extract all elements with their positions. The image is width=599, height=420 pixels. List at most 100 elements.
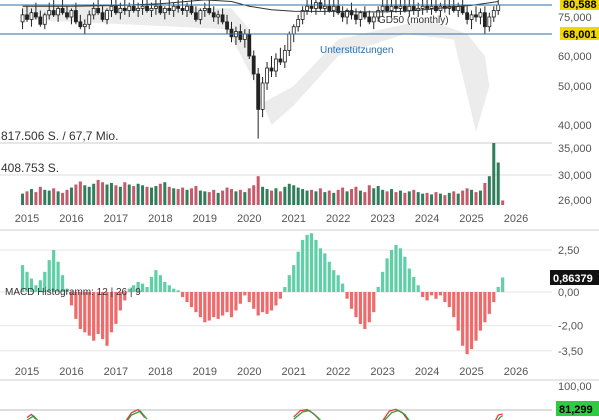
volume-bar [96,179,100,205]
macd-bar [367,292,371,323]
volume-bar [434,192,438,205]
oscillator-line-red [495,413,503,420]
macd-bar [323,253,327,292]
volume-bar [274,188,278,205]
volume-bar [43,189,47,205]
candle [309,0,314,13]
volume-bar [465,188,469,205]
macd-title: MACD Histogramm: 12 | 26 | 9 [5,287,141,298]
candle-body [149,8,154,11]
candle-body [420,5,425,9]
macd-bar [234,292,238,311]
volume-bar [407,191,411,205]
candle-body [122,8,127,11]
candle [154,0,158,15]
gd50-line [22,0,499,13]
volume-bar [287,183,291,205]
volume-bar [492,143,496,205]
volume-bar [207,192,211,205]
volume-x-tick: 2020 [237,213,261,225]
volume-bar [278,191,282,205]
candle-body [278,58,283,63]
candle-body [247,33,252,57]
volume-bar [336,189,340,205]
volume-bar [181,187,185,205]
candle-body [336,5,341,14]
volume-bar [154,186,158,205]
volume-bar [461,190,465,205]
volume-bar [403,192,407,205]
candle-body [394,5,398,9]
macd-bar [318,248,322,292]
volume-bar [78,181,82,205]
volume-bar [390,189,394,205]
candle [411,0,416,15]
candle-body [202,8,207,11]
candle-body [242,33,247,40]
candle-body [167,8,172,11]
macd-bar [38,280,42,292]
macd-bar [425,292,429,301]
volume-bar [56,191,60,205]
candle-body [38,16,43,25]
candle-body [309,5,314,9]
volume-bar [372,188,376,205]
candle-body [180,8,185,11]
volume-bar [256,176,260,205]
volume-bar [52,188,56,205]
candle [216,10,221,25]
candle-body [189,5,194,14]
volume-bar [87,186,91,205]
macd-bar [154,270,158,292]
candle-body [349,10,354,16]
volume-bar [163,182,167,205]
candle [20,8,25,30]
macd-x-tick: 2019 [193,366,217,378]
candle [429,0,434,15]
macd-bar [78,292,82,329]
current-price-tag-text: 80,588 [563,0,597,11]
macd-bar [96,292,100,334]
candle-body [229,28,234,38]
macd-bar [189,292,194,308]
macd-bar [229,292,234,318]
oscillator-value-tag [556,401,599,416]
volume-x-tick: 2017 [104,213,128,225]
candle [331,0,336,17]
price-panel: GD50 (monthly) Unterstützungen 75,000 60,… [0,0,599,139]
support-price-tag-text: 68,001 [563,29,597,41]
candle [29,8,34,27]
macd-bar [149,276,154,292]
volume-bar [416,192,420,205]
volume-bar [483,183,487,205]
volume-y-tick: 30,000 [558,170,592,182]
macd-bar [247,292,251,303]
candle [358,10,363,27]
candle [300,6,305,25]
candle [425,0,429,13]
oscillator-panel: 100,00 81,299 [0,379,599,420]
candle [274,53,278,77]
macd-bar [269,292,274,311]
candle [296,14,301,32]
volume-x-tick: 2024 [415,213,439,225]
macd-x-tick: 2020 [237,366,261,378]
macd-bar [496,286,500,292]
candle-body [269,67,274,72]
candle-body [376,10,381,18]
macd-bar [136,281,140,292]
volume-bar [105,184,109,205]
oscillator-line-green [126,410,148,420]
volume-bar [118,186,122,205]
macd-bar [469,292,474,350]
candle [491,6,496,22]
candle [385,0,389,13]
candle-body [327,5,332,11]
volume-bar [452,191,456,205]
macd-bar [265,292,269,314]
macd-bar [203,292,207,323]
macd-bar [34,285,38,292]
volume-bar [141,185,145,205]
macd-bar [167,285,171,292]
volume-bar [305,190,309,205]
